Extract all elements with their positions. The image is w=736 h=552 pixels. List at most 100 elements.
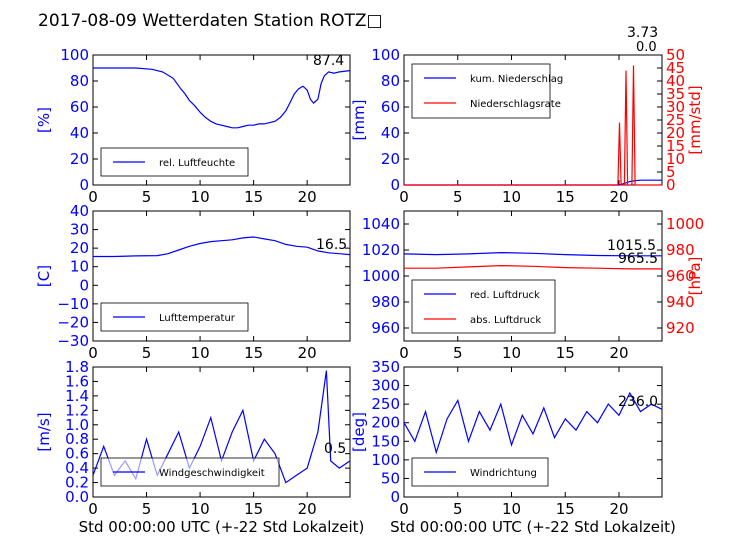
x-tick-label: 10 — [502, 344, 521, 362]
y2-tick-label: 1000 — [666, 215, 704, 233]
y-tick-label: 20 — [70, 239, 89, 257]
legend-entry: Niederschlagsrate — [470, 99, 561, 110]
y-tick-label: −10 — [57, 295, 89, 313]
y-tick-label: 300 — [371, 377, 400, 395]
y2-tick-label: 20 — [666, 124, 685, 142]
y-axis-label: [mm] — [350, 100, 368, 141]
y2-tick-label: 920 — [666, 319, 695, 337]
last-value-label: 87.4 — [313, 53, 344, 69]
y-tick-label: 80 — [70, 72, 89, 90]
y-tick-label: 60 — [70, 98, 89, 116]
y2-tick-label: 960 — [666, 267, 695, 285]
y-tick-label: 200 — [371, 414, 400, 432]
y-tick-label: −30 — [57, 332, 89, 350]
y-axis-label: [C] — [35, 265, 53, 287]
y2-tick-label: 25 — [666, 111, 685, 129]
pressure-series-1 — [404, 264, 662, 270]
y-tick-label: 980 — [371, 293, 400, 311]
y2-tick-label: 45 — [666, 59, 685, 77]
y2-tick-label: 50 — [666, 46, 685, 64]
y2-tick-label: 30 — [666, 98, 685, 116]
precipitation-series-1 — [404, 65, 662, 186]
y-tick-label: 1.2 — [65, 401, 89, 419]
legend-entry: Windgeschwindigkeit — [159, 468, 265, 479]
last-value-label: 3.73 — [627, 25, 658, 41]
legend-entry: kum. Niederschlag — [470, 74, 563, 85]
y-tick-label: 350 — [371, 358, 400, 376]
y-tick-label: 0.2 — [65, 474, 89, 492]
y-tick-label: 80 — [381, 72, 400, 90]
y-tick-label: 60 — [381, 98, 400, 116]
x-tick-label: 0 — [88, 344, 98, 362]
y-tick-label: 1.4 — [65, 387, 89, 405]
legend: red. Luftdruck abs. Luftdruck — [411, 279, 556, 334]
last-value-label: 0.5 — [324, 441, 346, 457]
legend-entry: Lufttemperatur — [159, 313, 236, 324]
x-tick-label: 5 — [453, 500, 463, 518]
y-tick-label: 30 — [70, 221, 89, 239]
y2-axis-label: [mm/std] — [686, 85, 704, 154]
x-tick-label: 15 — [556, 344, 575, 362]
y-tick-label: 40 — [381, 124, 400, 142]
y-tick-label: 0.8 — [65, 430, 89, 448]
y-tick-label: 1.8 — [65, 358, 89, 376]
last-value-label: 16.5 — [316, 237, 347, 253]
y-tick-label: 0.4 — [65, 459, 89, 477]
legend-entry: abs. Luftdruck — [470, 315, 541, 326]
x-tick-label: 10 — [191, 188, 210, 206]
y2-axis-label: [hPa] — [686, 257, 704, 296]
humidity-panel: 0 5 10 15 20 0 20 40 60 80 100 [%] rel. Luftfeuchte 8… — [35, 46, 351, 206]
y2-tick-label: 15 — [666, 137, 685, 155]
x-tick-label: 10 — [502, 188, 521, 206]
x-tick-label: 20 — [609, 188, 628, 206]
x-tick-label: 0 — [399, 188, 409, 206]
y-tick-label: 150 — [371, 432, 400, 450]
x-tick-label: 20 — [298, 344, 317, 362]
y-tick-label: 0.6 — [65, 445, 89, 463]
x-tick-label: 5 — [453, 344, 463, 362]
y-tick-label: 1.0 — [65, 416, 89, 434]
x-tick-label: 5 — [142, 500, 152, 518]
y-tick-label: −20 — [57, 313, 89, 331]
y-tick-label: 1020 — [362, 241, 400, 259]
y-tick-label: 1.6 — [65, 372, 89, 390]
y-tick-label: 0 — [79, 176, 89, 194]
legend-entry: Windrichtung — [470, 468, 537, 479]
last-value-label: 0.0 — [636, 40, 657, 55]
x-tick-label: 5 — [453, 188, 463, 206]
y-tick-label: 0 — [390, 488, 400, 506]
x-tick-label: 10 — [191, 344, 210, 362]
y-axis-label: [m/s] — [35, 412, 53, 451]
y-tick-label: 1000 — [362, 267, 400, 285]
legend: Windrichtung — [411, 457, 549, 487]
last-value-label: 965.5 — [618, 251, 658, 267]
y2-tick-label: 940 — [666, 293, 695, 311]
legend: kum. Niederschlag Niederschlagsrate — [411, 63, 563, 119]
y-tick-label: 20 — [381, 150, 400, 168]
y-tick-label: 40 — [70, 202, 89, 220]
y2-tick-label: 40 — [666, 72, 685, 90]
x-tick-label: 15 — [244, 188, 263, 206]
precipitation-panel: 0 5 10 15 2002040608010005101520253035404550… — [350, 25, 704, 206]
x-axis-label: Std 00:00:00 UTC (+-22 Std Lokalzeit) — [390, 518, 676, 536]
x-tick-label: 20 — [609, 500, 628, 518]
y-tick-label: 10 — [70, 258, 89, 276]
figure-title: 2017-08-09 Wetterdaten Station ROTZ□ — [38, 11, 383, 31]
y2-tick-label: 35 — [666, 85, 685, 103]
legend-entry: red. Luftdruck — [470, 290, 540, 301]
y-tick-label: 100 — [371, 451, 400, 469]
x-tick-label: 20 — [298, 188, 317, 206]
legend: Lufttemperatur — [100, 302, 249, 332]
y2-tick-label: 5 — [666, 163, 676, 181]
y-tick-label: 50 — [381, 469, 400, 487]
x-axis-label: Std 00:00:00 UTC (+-22 Std Lokalzeit) — [79, 518, 365, 536]
legend: rel. Luftfeuchte — [100, 147, 249, 177]
y-tick-label: 100 — [371, 46, 400, 64]
y-tick-label: 250 — [371, 395, 400, 413]
humidity-series-0 — [93, 67, 351, 129]
last-value-label: 1015.5 — [607, 238, 656, 254]
y2-tick-label: 10 — [666, 150, 685, 168]
pressure-series-0 — [403, 251, 662, 257]
